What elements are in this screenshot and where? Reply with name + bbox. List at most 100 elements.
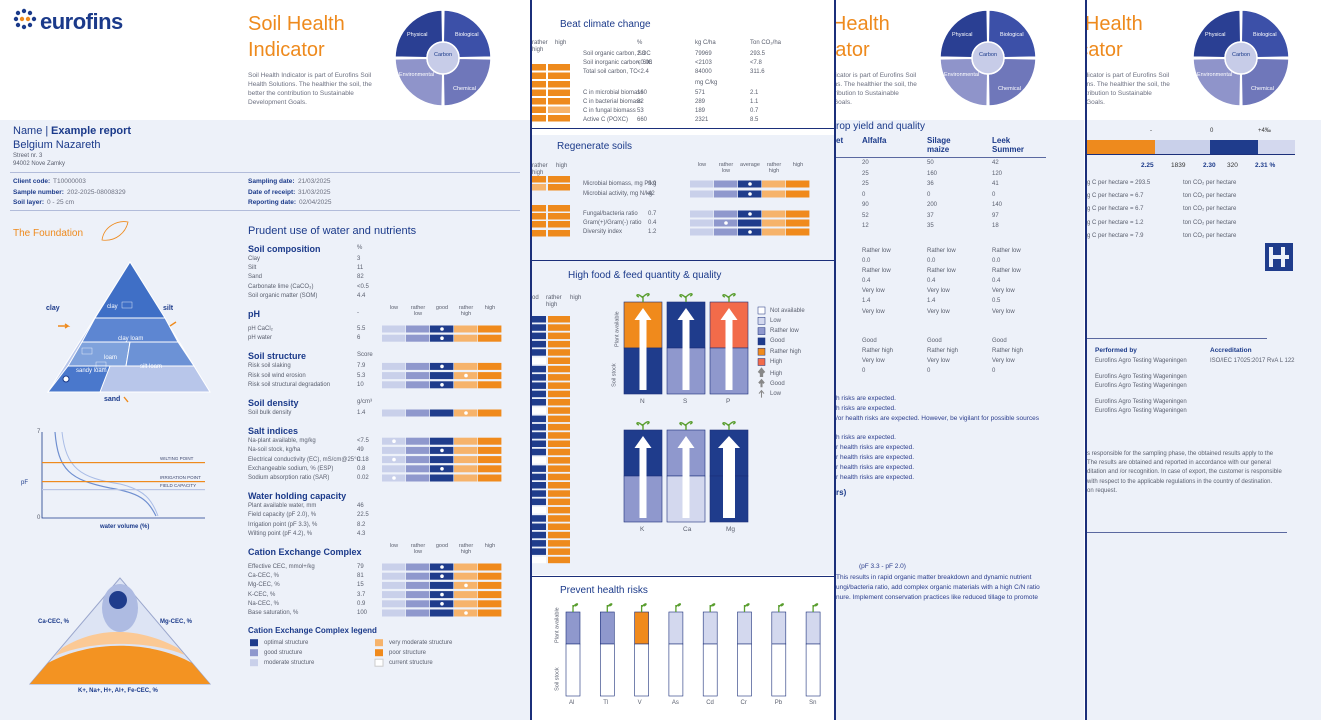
qr-cell [1273, 263, 1277, 267]
table-cell: Very low [927, 358, 950, 364]
element-label: Pb [774, 700, 783, 706]
qr-cell [1289, 259, 1293, 263]
table-cell: 90 [862, 202, 869, 208]
intro-line: Development Goals. [1087, 99, 1105, 106]
row-value: 81 [357, 573, 364, 580]
zone-label: sandy loam [76, 368, 107, 374]
soil-stock-block [668, 643, 684, 697]
risk-line: h risks are expected. [836, 405, 896, 412]
qr-cell [1285, 251, 1289, 255]
field-label: Soil layer: [13, 199, 45, 206]
legend-label: Rather low [770, 328, 799, 335]
scale-segment [478, 563, 502, 571]
row-value: 3 [357, 256, 361, 262]
scale-label: - [1150, 128, 1152, 134]
row-label: Microbial biomass, mg P/kg [583, 181, 657, 187]
table-cell: Rather high [927, 348, 959, 354]
qr-cell [1285, 267, 1289, 271]
scale-segment [714, 180, 738, 188]
scale-label: average [740, 162, 760, 168]
divider [836, 157, 1046, 158]
table-cell: 0.5 [992, 298, 1001, 304]
cropped-bar [532, 548, 546, 555]
element-label: Cr [740, 700, 747, 706]
legend-swatch [757, 358, 766, 366]
intro-line: Health Solutions. The healthier the soil… [248, 81, 372, 88]
qr-cell [1269, 267, 1273, 271]
intro-line: Health Solutions. The healthier the soil… [836, 81, 917, 88]
row-label: Sand [248, 274, 263, 281]
table-cell: 160 [637, 90, 648, 96]
scale-label: high [484, 305, 496, 311]
plant-available-block [737, 611, 752, 645]
legend-swatch [250, 649, 258, 657]
cropped-bar [548, 81, 570, 88]
scale-segment [690, 180, 714, 188]
heading: Prudent use of water and nutrients [248, 225, 417, 237]
table-cell: Very low [992, 358, 1015, 364]
table-cell: 20 [862, 160, 869, 166]
intro-line: Development Goals. [248, 99, 307, 106]
field-label: Sample number: [13, 188, 64, 196]
soil-stock-block [702, 643, 718, 697]
current-marker [440, 602, 444, 606]
scale-segment [382, 465, 406, 473]
cropped-bar [548, 332, 570, 340]
row-label: Fungal/bacteria ratio [583, 211, 638, 217]
plant-available-block [634, 611, 649, 645]
row-value: 4.3 [357, 530, 366, 537]
row-value: 46 [357, 503, 364, 510]
cropped-bar [532, 176, 546, 183]
row-label: Na-CEC, % [248, 600, 280, 607]
current-marker [440, 592, 444, 597]
row-value: 0.4 [648, 220, 657, 226]
cropped-bar [532, 357, 546, 364]
table-cell: Very low [927, 309, 950, 315]
sprout [606, 603, 613, 612]
supply-arrow [634, 436, 652, 518]
cropped-bar [532, 473, 546, 481]
graphics-group [836, 0, 1084, 120]
scale-label: high [484, 543, 496, 549]
reference-line [42, 462, 205, 464]
cropped-bar [548, 106, 570, 113]
soil-stock-block [771, 643, 787, 697]
table-cell: g C per hectare [1087, 180, 1129, 186]
legend-arrow [758, 378, 765, 388]
table-cell: 0.4 [992, 278, 1001, 284]
axis-label: pF [21, 480, 29, 486]
unit: mg C/kg [695, 80, 718, 86]
cropped-header: high [555, 40, 567, 46]
nutrient-label: S [683, 398, 688, 405]
soil-stock-block [737, 643, 752, 697]
current-marker [440, 467, 444, 471]
advice-line: This results in rapid organic matter bre… [836, 574, 1032, 581]
disclaimer-line: s responsible for the sampling phase, th… [1087, 451, 1274, 457]
row-label: Electrical conductivity (EC), mS/cm@25°C [248, 456, 361, 463]
scale-segment [382, 446, 406, 454]
qr-cell [1285, 259, 1289, 263]
field-value: 21/03/2025 [298, 178, 331, 185]
legend-label: poor structure [389, 649, 427, 656]
table-cell: Rather high [992, 348, 1024, 354]
scale-label: rather low [718, 162, 734, 175]
axis-label: Plant available [554, 607, 561, 644]
grid-cell [81, 347, 93, 355]
legend-arrow [758, 389, 765, 398]
table-cell: 289 [695, 99, 706, 105]
scale-label: rather low [410, 543, 426, 556]
lab-line: Eurofins Agro Testing Wageningen [1095, 374, 1187, 380]
element-label: Tl [603, 700, 609, 706]
unit: % [357, 245, 363, 251]
field-value: 202-2025-08008329 [67, 188, 126, 196]
scale-segment [714, 210, 738, 218]
current-marker [440, 574, 444, 578]
table-cell: = 6.7 [1130, 193, 1144, 200]
cropped-bar [532, 205, 546, 212]
row-value: 1.4 [357, 410, 366, 416]
scale-segment [406, 456, 430, 464]
qr-cell [1265, 263, 1269, 267]
scale-segment [714, 190, 738, 198]
cropped-bar [548, 340, 570, 348]
